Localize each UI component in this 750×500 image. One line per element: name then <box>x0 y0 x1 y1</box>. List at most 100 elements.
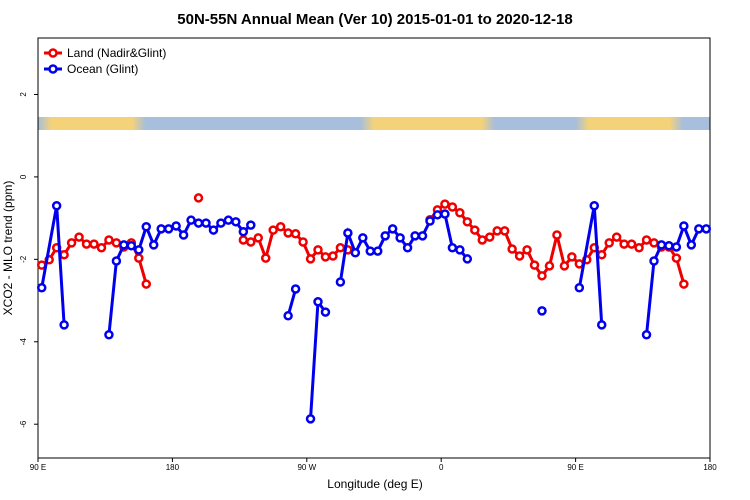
y-axis-label: XCO2 - MLO trend (ppm) <box>1 181 15 316</box>
data-point <box>410 231 420 241</box>
data-point <box>156 224 166 234</box>
data-point <box>74 232 84 242</box>
x-tick-label: 90 W <box>297 463 316 472</box>
data-point <box>193 218 204 228</box>
data-point <box>387 224 398 234</box>
data-point <box>343 228 353 238</box>
data-point <box>365 246 376 256</box>
data-point <box>484 232 495 242</box>
data-point <box>552 230 562 240</box>
data-point <box>111 238 122 248</box>
data-point <box>671 242 682 252</box>
data-point <box>119 240 129 250</box>
data-point <box>641 235 652 245</box>
data-point <box>477 235 488 245</box>
data-point <box>313 297 323 307</box>
x-axis-label: Longitude (deg E) <box>327 477 422 491</box>
data-point <box>134 245 144 255</box>
data-point <box>417 231 428 241</box>
data-point <box>701 224 712 234</box>
x-tick-label: 0 <box>439 463 444 472</box>
data-point <box>81 239 92 249</box>
data-point <box>66 238 77 248</box>
data-point <box>290 229 301 239</box>
data-point <box>313 245 323 255</box>
legend-marker <box>48 48 58 58</box>
data-point <box>402 243 413 253</box>
data-point <box>641 330 652 340</box>
data-point <box>193 193 204 203</box>
data-point <box>656 240 667 250</box>
data-point <box>290 284 301 294</box>
data-point <box>298 237 308 247</box>
data-point <box>238 235 249 245</box>
data-point <box>59 320 69 330</box>
data-point <box>649 256 659 266</box>
data-point <box>246 237 256 247</box>
data-point <box>686 240 697 250</box>
data-point <box>544 261 555 271</box>
data-point <box>201 218 211 228</box>
y-tick-label: 0 <box>19 174 28 179</box>
data-point <box>626 239 637 249</box>
data-point <box>679 221 689 231</box>
data-point <box>537 306 547 316</box>
legend-label: Land (Nadir&Glint) <box>67 46 166 60</box>
plot-frame <box>37 37 711 459</box>
data-point <box>89 239 99 249</box>
data-point <box>507 244 517 254</box>
data-point <box>246 220 256 230</box>
data-point <box>447 243 458 253</box>
data-point <box>134 253 144 263</box>
data-point <box>537 271 547 281</box>
data-point <box>186 215 196 225</box>
data-point <box>275 222 286 232</box>
data-point <box>268 225 278 235</box>
x-tick-label: 90 E <box>567 463 583 472</box>
data-point <box>208 225 219 235</box>
data-point <box>447 202 458 212</box>
data-point <box>231 217 241 227</box>
legend-label: Ocean (Glint) <box>67 62 138 76</box>
data-point <box>574 283 585 293</box>
data-point <box>559 261 570 271</box>
data-point <box>619 239 629 249</box>
legend-marker <box>48 64 58 74</box>
data-point <box>664 240 674 251</box>
x-tick-label: 180 <box>166 463 180 472</box>
data-point <box>104 235 114 245</box>
data-point <box>492 226 502 236</box>
data-point <box>470 225 480 235</box>
data-point <box>238 226 249 237</box>
data-point <box>649 238 659 248</box>
data-point <box>589 201 600 211</box>
data-point <box>455 245 465 255</box>
y-tick-label: -6 <box>19 420 28 428</box>
data-point <box>335 243 346 253</box>
data-point <box>634 243 644 253</box>
data-point <box>432 210 443 220</box>
data-point <box>320 307 331 317</box>
data-point <box>395 233 405 243</box>
data-point <box>223 215 234 225</box>
data-point <box>380 231 390 241</box>
data-point <box>126 240 137 251</box>
data-point <box>596 250 607 260</box>
data-point <box>163 224 174 234</box>
data-point <box>59 250 69 260</box>
data-point <box>462 217 473 227</box>
data-point <box>440 209 450 219</box>
x-tick-label: 90 E <box>30 463 46 472</box>
data-point <box>96 243 107 253</box>
x-tick-label: 180 <box>703 463 717 472</box>
data-point <box>350 247 361 258</box>
data-point <box>611 232 622 242</box>
y-tick-label: -2 <box>19 255 28 263</box>
data-point <box>36 283 47 293</box>
data-point <box>604 238 614 248</box>
data-point <box>514 251 525 261</box>
data-point <box>358 233 368 243</box>
data-point <box>679 279 689 289</box>
data-point <box>148 240 159 250</box>
y-tick-label: -4 <box>19 338 28 346</box>
